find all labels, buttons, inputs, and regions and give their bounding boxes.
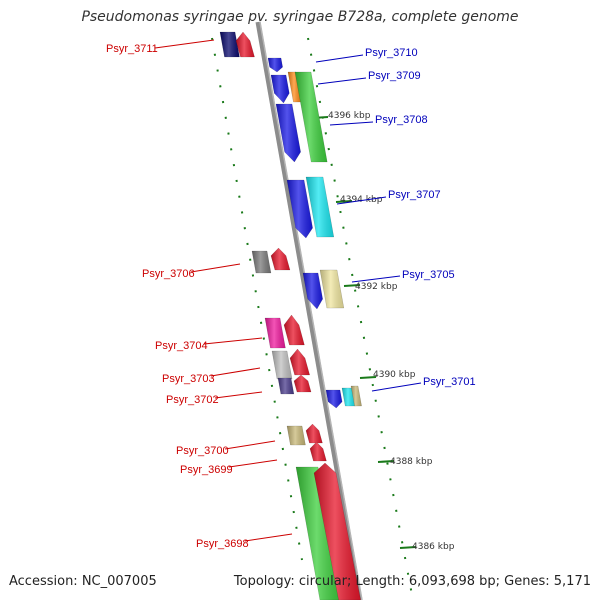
gene-label-psyr-3708[interactable]: Psyr_3708 (375, 114, 428, 126)
label-leader-line (351, 275, 401, 283)
topology-summary: Topology: circular; Length: 6,093,698 bp… (233, 574, 591, 589)
gene-shading (287, 426, 306, 445)
gene-labels: Psyr_3711 Psyr_3710 Psyr_3709 Psyr_3708 Psyr… (106, 39, 476, 550)
gene-shading (288, 72, 302, 102)
scale-tick-label: 4392 kbp (355, 282, 398, 292)
gene-features (219, 31, 362, 600)
gene-shading (303, 273, 323, 309)
gene-shading (306, 177, 334, 237)
map-title: Pseudomonas syringae pv. syringae B728a,… (81, 9, 519, 25)
gene-label-psyr-3705[interactable]: Psyr_3705 (402, 269, 455, 281)
label-leader-line (214, 391, 263, 399)
gene-label-psyr-3711[interactable]: Psyr_3711 (106, 43, 158, 55)
gene-shading (276, 104, 301, 162)
label-leader-line (371, 382, 422, 392)
scale-tick (343, 284, 361, 287)
gene-shading (295, 72, 328, 162)
label-leader-line (329, 121, 374, 126)
scale-tick (335, 200, 353, 203)
gene-shading (351, 386, 362, 406)
gene-label-psyr-3698[interactable]: Psyr_3698 (196, 538, 249, 550)
accession-text: Accession: NC_007005 (9, 574, 157, 589)
scale-tick-label: 4390 kbp (373, 370, 416, 380)
gene-label-psyr-3701[interactable]: Psyr_3701 (423, 376, 476, 388)
gene-shading (236, 32, 255, 57)
gene-shading (306, 424, 323, 443)
genome-backbone (255, 21, 363, 600)
genome-backbone-shadow (259, 21, 363, 600)
gene-shading (265, 318, 286, 348)
label-leader-line (315, 54, 364, 63)
label-leader-line (244, 533, 293, 542)
scale-tick-label: 4394 kbp (340, 195, 383, 205)
gene-shading (320, 270, 344, 308)
scale-tick-label: 4388 kbp (390, 457, 433, 467)
gene-label-psyr-3702[interactable]: Psyr_3702 (166, 394, 219, 406)
gene-shading (252, 251, 271, 273)
gene-label-psyr-3710[interactable]: Psyr_3710 (365, 47, 418, 59)
gene-label-psyr-3706[interactable]: Psyr_3706 (142, 268, 195, 280)
gene-shading (271, 248, 290, 270)
scale-tick-label: 4396 kbp (328, 111, 371, 121)
scale-tick-label: 4386 kbp (412, 542, 455, 552)
gene-shading (310, 442, 327, 461)
scale-tick (359, 376, 377, 379)
gene-shading (314, 463, 361, 600)
gene-shading (296, 467, 342, 600)
label-leader-line (336, 196, 387, 205)
label-leader-line (203, 337, 263, 345)
gene-label-psyr-3699[interactable]: Psyr_3699 (180, 464, 233, 476)
gene-shading (326, 390, 343, 408)
gene-shading (342, 388, 356, 406)
gene-shading (278, 378, 294, 394)
scale-tick (399, 546, 417, 549)
gene-label-psyr-3704[interactable]: Psyr_3704 (155, 340, 208, 352)
gene-label-psyr-3700[interactable]: Psyr_3700 (176, 445, 229, 457)
gene-label-psyr-3703[interactable]: Psyr_3703 (162, 373, 215, 385)
gene-label-psyr-3707[interactable]: Psyr_3707 (388, 189, 441, 201)
gene-shading (287, 180, 313, 238)
label-leader-line (210, 367, 261, 377)
label-leader-line (154, 39, 215, 49)
gene-shading (290, 349, 310, 375)
gene-shading (294, 375, 312, 392)
label-leader-line (228, 459, 278, 468)
gene-shading (272, 351, 293, 379)
scale-tick (377, 460, 395, 463)
scale-ticks: 4396 kbp 4394 kbp 4392 kbp 4390 kbp 4388 kbp… (311, 111, 455, 552)
label-leader-line (190, 263, 241, 273)
gene-shading (220, 32, 240, 57)
gene-shading (268, 58, 283, 72)
label-leader-line (224, 440, 276, 450)
label-leader-line (317, 77, 367, 85)
gene-shading (271, 75, 290, 103)
gene-shading (284, 315, 305, 345)
gene-label-psyr-3709[interactable]: Psyr_3709 (368, 70, 421, 82)
